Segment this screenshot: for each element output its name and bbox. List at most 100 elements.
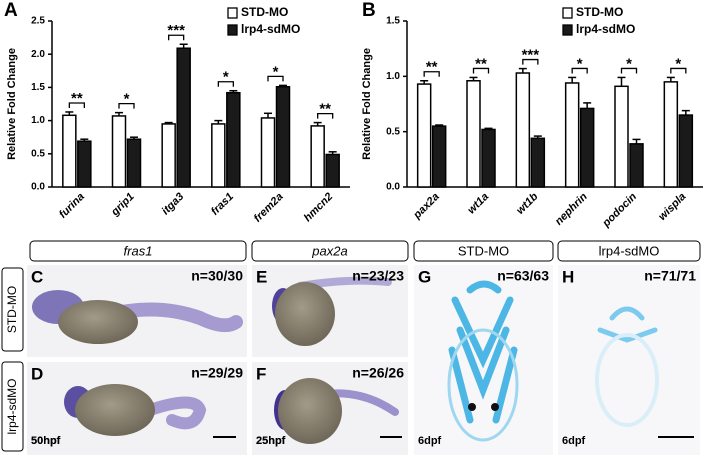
legend-label: lrp4-sdMO: [241, 22, 300, 36]
legend-swatch: [562, 24, 573, 36]
stage-label: 25hpf: [256, 435, 286, 447]
y-tick-label: 1.5: [386, 16, 400, 27]
bar: [614, 85, 629, 188]
bar: [62, 114, 77, 188]
significance-label: *: [675, 55, 681, 72]
significance-label: **: [475, 55, 487, 72]
bar: [416, 83, 432, 188]
bar: [260, 117, 276, 188]
bar: [530, 137, 546, 188]
x-tick-label: wt1a: [465, 191, 491, 217]
x-tick-label: furina: [57, 191, 87, 221]
panel-letter: D: [31, 364, 43, 383]
panel-letter: A: [4, 0, 18, 21]
significance-label: **: [426, 59, 438, 76]
significance-bracket: [168, 34, 185, 41]
y-tick-label: 1.0: [386, 71, 400, 82]
bar: [211, 123, 226, 188]
column-header-box: [29, 240, 247, 262]
significance-bracket: [620, 67, 638, 74]
row-label: STD-MO: [5, 286, 19, 333]
significance-label: **: [319, 101, 331, 118]
significance-label: ***: [522, 47, 540, 64]
panel-letter: E: [256, 267, 267, 286]
bar: [515, 72, 531, 188]
legend-label: STD-MO: [576, 5, 623, 19]
y-tick-label: 2.0: [31, 49, 45, 60]
row-label-box: [1, 361, 24, 452]
bar: [226, 91, 241, 188]
embryo-c: [32, 290, 243, 344]
significance-label: *: [223, 69, 229, 86]
bar: [176, 47, 191, 188]
significance-bracket: [522, 58, 539, 65]
x-tick-label: hmcn2: [302, 191, 336, 225]
panel-letter: B: [362, 0, 376, 21]
bar: [161, 123, 176, 188]
y-tick-label: 2.5: [31, 16, 45, 27]
sample-count: n=29/29: [191, 365, 243, 381]
bar: [466, 80, 481, 188]
x-tick-label: frem2a: [252, 191, 286, 225]
significance-bracket: [317, 112, 334, 119]
column-header-box: [251, 240, 409, 262]
sample-count: n=23/23: [352, 268, 404, 284]
x-tick-label: fras1: [209, 191, 236, 218]
y-tick-label: 0.5: [31, 148, 45, 159]
y-tick-label: 1.0: [31, 115, 45, 126]
column-header-box: [557, 240, 701, 262]
significance-bracket: [68, 102, 85, 108]
bar: [579, 107, 595, 188]
significance-bracket: [423, 71, 440, 77]
y-tick-label: 0.5: [386, 126, 400, 137]
row-label: lrp4-sdMO: [5, 378, 19, 434]
legend-label: STD-MO: [241, 5, 288, 19]
significance-bracket: [267, 75, 284, 82]
bar: [126, 138, 142, 188]
x-tick-label: wt1b: [514, 190, 540, 216]
x-tick-label: itga3: [160, 191, 187, 218]
stage-label: 50hpf: [31, 435, 61, 447]
row-label-box: [1, 267, 24, 352]
significance-bracket: [571, 67, 588, 74]
significance-bracket: [118, 102, 135, 109]
sample-count: n=71/71: [644, 268, 696, 284]
cartilage-h: [595, 306, 659, 427]
y-tick-label: 0.0: [386, 182, 400, 193]
x-tick-label: wispla: [656, 191, 688, 223]
bar: [629, 143, 644, 188]
x-tick-label: pax2a: [411, 191, 442, 222]
y-tick-label: 0.0: [31, 182, 45, 193]
significance-label: **: [71, 90, 83, 107]
column-header: STD-MO: [458, 243, 509, 258]
stage-label: 6dpf: [562, 435, 586, 447]
sample-count: n=26/26: [352, 365, 404, 381]
bar: [678, 114, 694, 188]
bar: [431, 125, 447, 188]
panel-letter: H: [562, 267, 574, 286]
legend-swatch: [227, 7, 238, 19]
y-tick-label: 1.5: [31, 82, 45, 93]
stage-label: 6dpf: [418, 435, 442, 447]
x-tick-label: grip1: [108, 191, 136, 219]
embryo-f: [274, 378, 399, 444]
sample-count: n=30/30: [191, 268, 243, 284]
significance-bracket: [670, 67, 687, 74]
sample-count: n=63/63: [497, 268, 549, 284]
bar: [111, 115, 127, 188]
panel-letter: C: [31, 267, 43, 286]
cartilage-g: [447, 280, 519, 442]
column-header-box: [413, 240, 554, 262]
bar: [325, 153, 340, 188]
stage-label: 25hpf: [256, 435, 286, 447]
y-axis-label: Relative Fold Change: [6, 48, 18, 160]
column-header: fras1: [124, 243, 153, 258]
bar: [663, 81, 679, 188]
legend-swatch: [227, 24, 238, 36]
x-tick-label: podocin: [600, 191, 640, 231]
column-header: pax2a: [311, 243, 347, 258]
significance-bracket: [217, 81, 234, 87]
significance-bracket: [472, 67, 490, 74]
bar: [564, 82, 580, 188]
